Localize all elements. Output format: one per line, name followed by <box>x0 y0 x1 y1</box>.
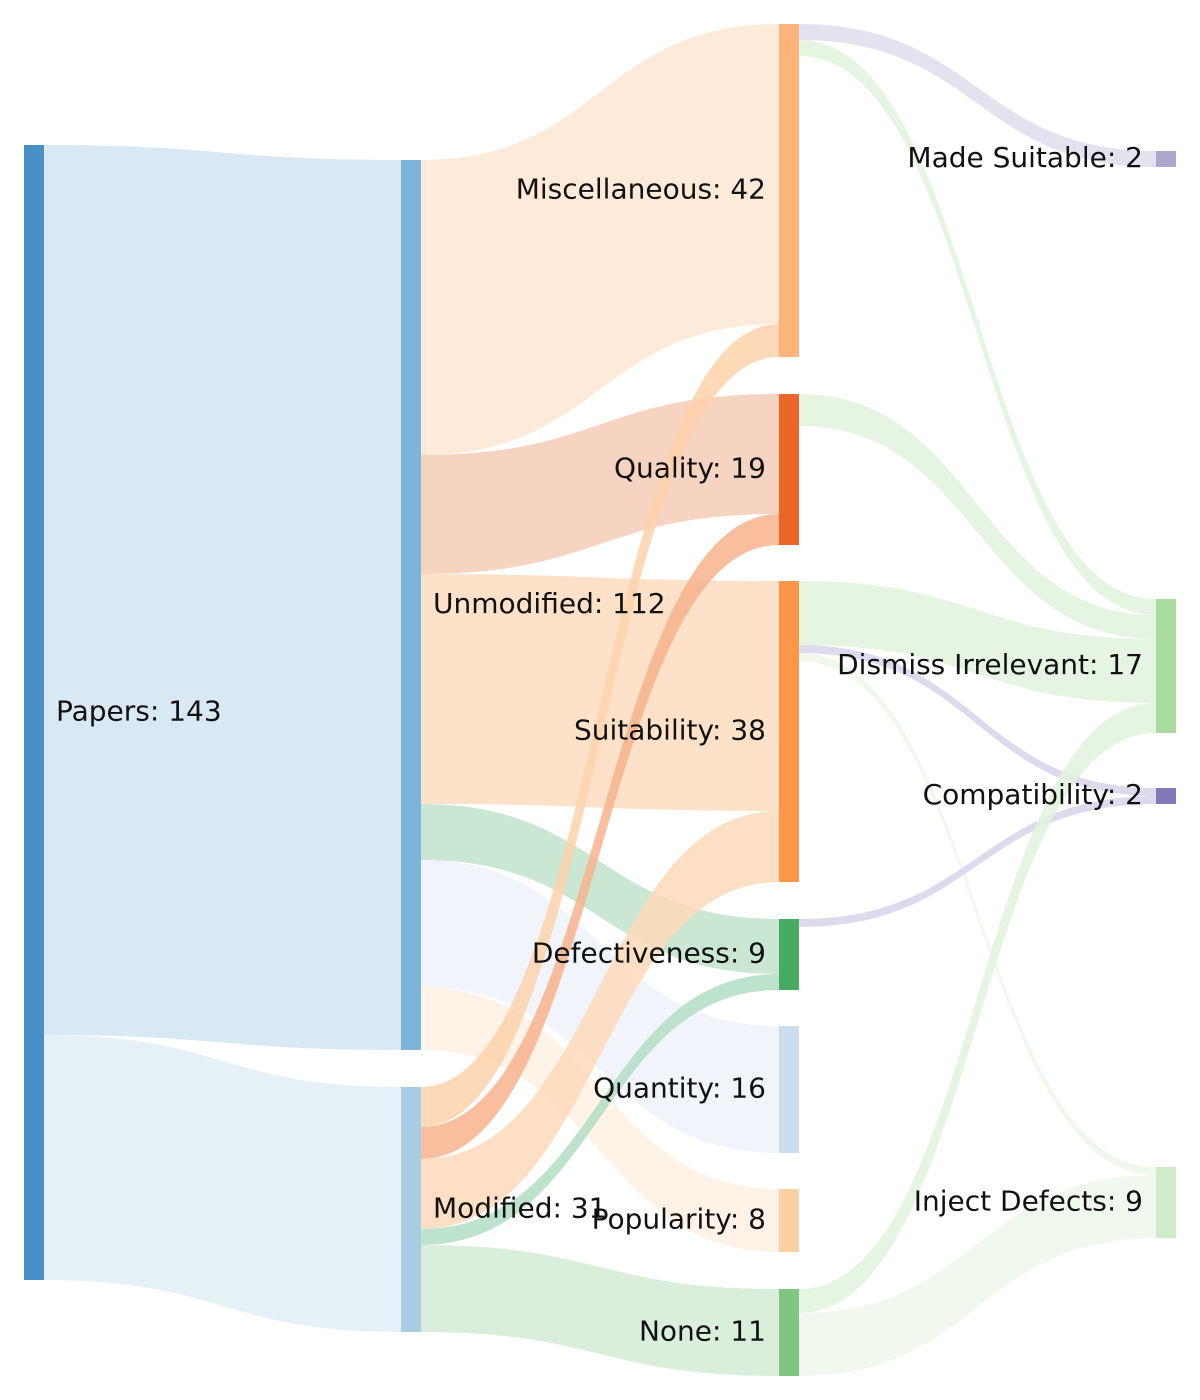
link-miscellaneous-to-dismiss_irrelevant <box>799 40 1156 615</box>
link-none-to-dismiss_irrelevant <box>799 703 1156 1313</box>
node-dismiss_irrelevant <box>1156 599 1176 733</box>
node-label-unmodified: Unmodified: 112 <box>433 587 666 620</box>
node-inject_defects <box>1156 1167 1176 1238</box>
node-suitability <box>779 581 799 882</box>
node-label-made_suitable: Made Suitable: 2 <box>907 141 1143 174</box>
node-papers <box>24 145 44 1280</box>
link-modified-to-none <box>421 1245 779 1376</box>
node-quality <box>779 394 799 545</box>
node-label-dismiss_irrelevant: Dismiss Irrelevant: 17 <box>837 648 1143 681</box>
link-suitability-to-inject_defects <box>799 653 1156 1175</box>
node-label-inject_defects: Inject Defects: 9 <box>914 1185 1143 1218</box>
link-unmodified-to-popularity <box>421 987 779 1252</box>
node-label-modified: Modified: 31 <box>433 1192 606 1225</box>
link-papers-to-modified <box>44 1035 401 1332</box>
link-quality-to-dismiss_irrelevant <box>799 394 1156 639</box>
link-suitability-to-compatibility <box>799 645 1156 796</box>
link-modified-to-quality <box>421 514 779 1159</box>
node-made_suitable <box>1156 151 1176 167</box>
link-miscellaneous-to-made_suitable <box>799 24 1156 167</box>
sankey-links <box>44 24 1156 1376</box>
link-modified-to-suitability <box>421 811 779 1229</box>
link-unmodified-to-suitability <box>421 574 779 811</box>
sankey-nodes <box>24 24 1176 1376</box>
node-label-miscellaneous: Miscellaneous: 42 <box>516 173 766 206</box>
node-popularity <box>779 1189 799 1252</box>
node-modified <box>401 1087 421 1332</box>
node-label-defectiveness: Defectiveness: 9 <box>532 937 766 970</box>
node-miscellaneous <box>779 24 799 357</box>
link-papers-to-unmodified <box>44 145 401 1050</box>
node-label-suitability: Suitability: 38 <box>574 714 766 747</box>
node-label-quality: Quality: 19 <box>614 452 766 485</box>
node-unmodified <box>401 160 421 1050</box>
link-modified-to-miscellaneous <box>421 324 779 1127</box>
link-unmodified-to-defectiveness <box>421 804 779 974</box>
node-defectiveness <box>779 919 799 990</box>
node-none <box>779 1289 799 1376</box>
node-quantity <box>779 1026 799 1153</box>
link-modified-to-defectiveness <box>421 974 779 1245</box>
link-unmodified-to-quality <box>421 394 779 574</box>
sankey-labels: Papers: 143 Unmodified: 112 Modified: 31 Mi… <box>56 141 1143 1348</box>
node-label-papers: Papers: 143 <box>56 695 222 728</box>
node-label-none: None: 11 <box>639 1315 766 1348</box>
node-compatibility <box>1156 788 1176 804</box>
node-label-compatibility: Compatibility: 2 <box>923 778 1143 811</box>
link-none-to-inject_defects <box>799 1175 1156 1376</box>
link-suitability-to-dismiss_irrelevant <box>799 581 1156 703</box>
node-label-popularity: Popularity: 8 <box>592 1203 766 1236</box>
node-label-quantity: Quantity: 16 <box>593 1072 766 1105</box>
link-unmodified-to-miscellaneous <box>421 24 779 455</box>
link-defectiveness-to-compatibility <box>799 796 1156 927</box>
